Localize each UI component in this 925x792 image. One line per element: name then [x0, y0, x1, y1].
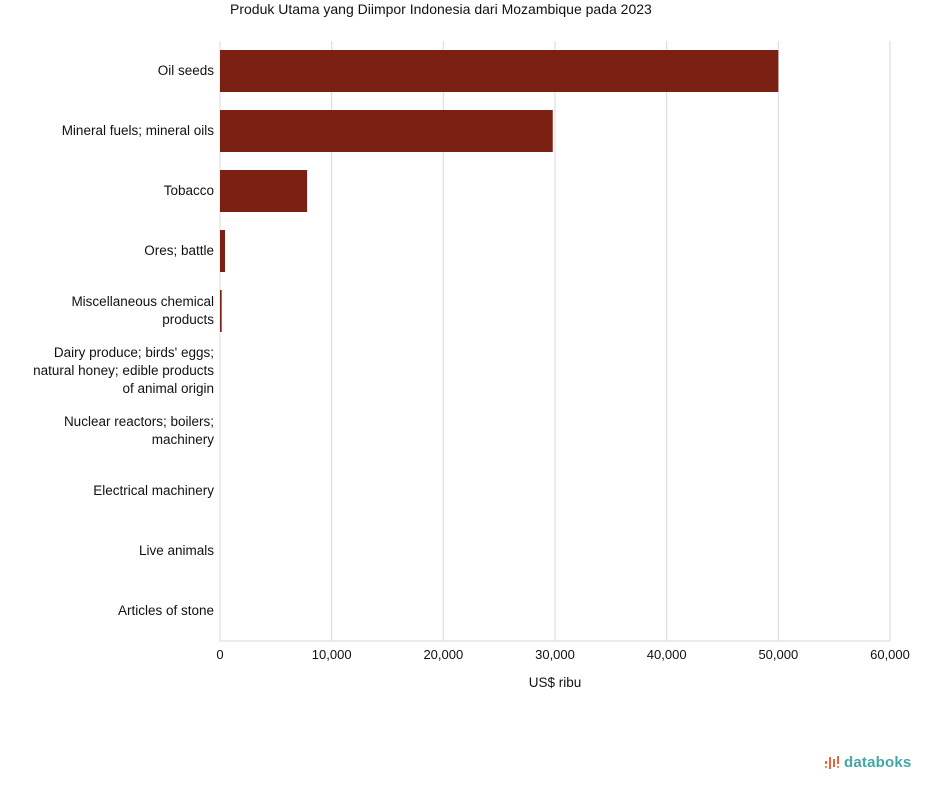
databoks-logo: databoks — [824, 754, 911, 771]
x-tick-label: 20,000 — [423, 647, 463, 662]
category-label: Electrical machinery — [93, 483, 214, 498]
category-label: Oil seeds — [157, 63, 214, 78]
brand-name: databoks — [844, 754, 912, 771]
x-axis-label: US$ ribu — [528, 675, 582, 690]
category-label: Ores; battle — [144, 243, 214, 258]
x-tick-label: 40,000 — [647, 647, 687, 662]
category-label: Nuclear reactors; boilers; machinery — [63, 414, 214, 447]
bar — [220, 290, 222, 332]
category-label: Dairy produce; birds' eggs; natural hone… — [33, 345, 214, 396]
bar — [220, 50, 779, 92]
x-tick-label: 30,000 — [535, 647, 575, 662]
x-tick-label: 50,000 — [758, 647, 798, 662]
category-label: Articles of stone — [117, 603, 214, 618]
bar — [220, 230, 226, 272]
category-label: Live animals — [138, 543, 214, 558]
category-label: Tobacco — [163, 183, 214, 198]
category-label: Mineral fuels; mineral oils — [61, 123, 214, 138]
bar — [220, 110, 553, 152]
databoks-logo-icon — [825, 755, 839, 769]
x-tick-label: 60,000 — [870, 647, 910, 662]
category-label: Miscellaneous chemical products — [71, 294, 214, 327]
bar — [220, 170, 308, 212]
x-tick-label: 10,000 — [312, 647, 352, 662]
x-tick-label: 0 — [216, 647, 223, 662]
chart-title: Produk Utama yang Diimpor Indonesia dari… — [230, 1, 652, 17]
